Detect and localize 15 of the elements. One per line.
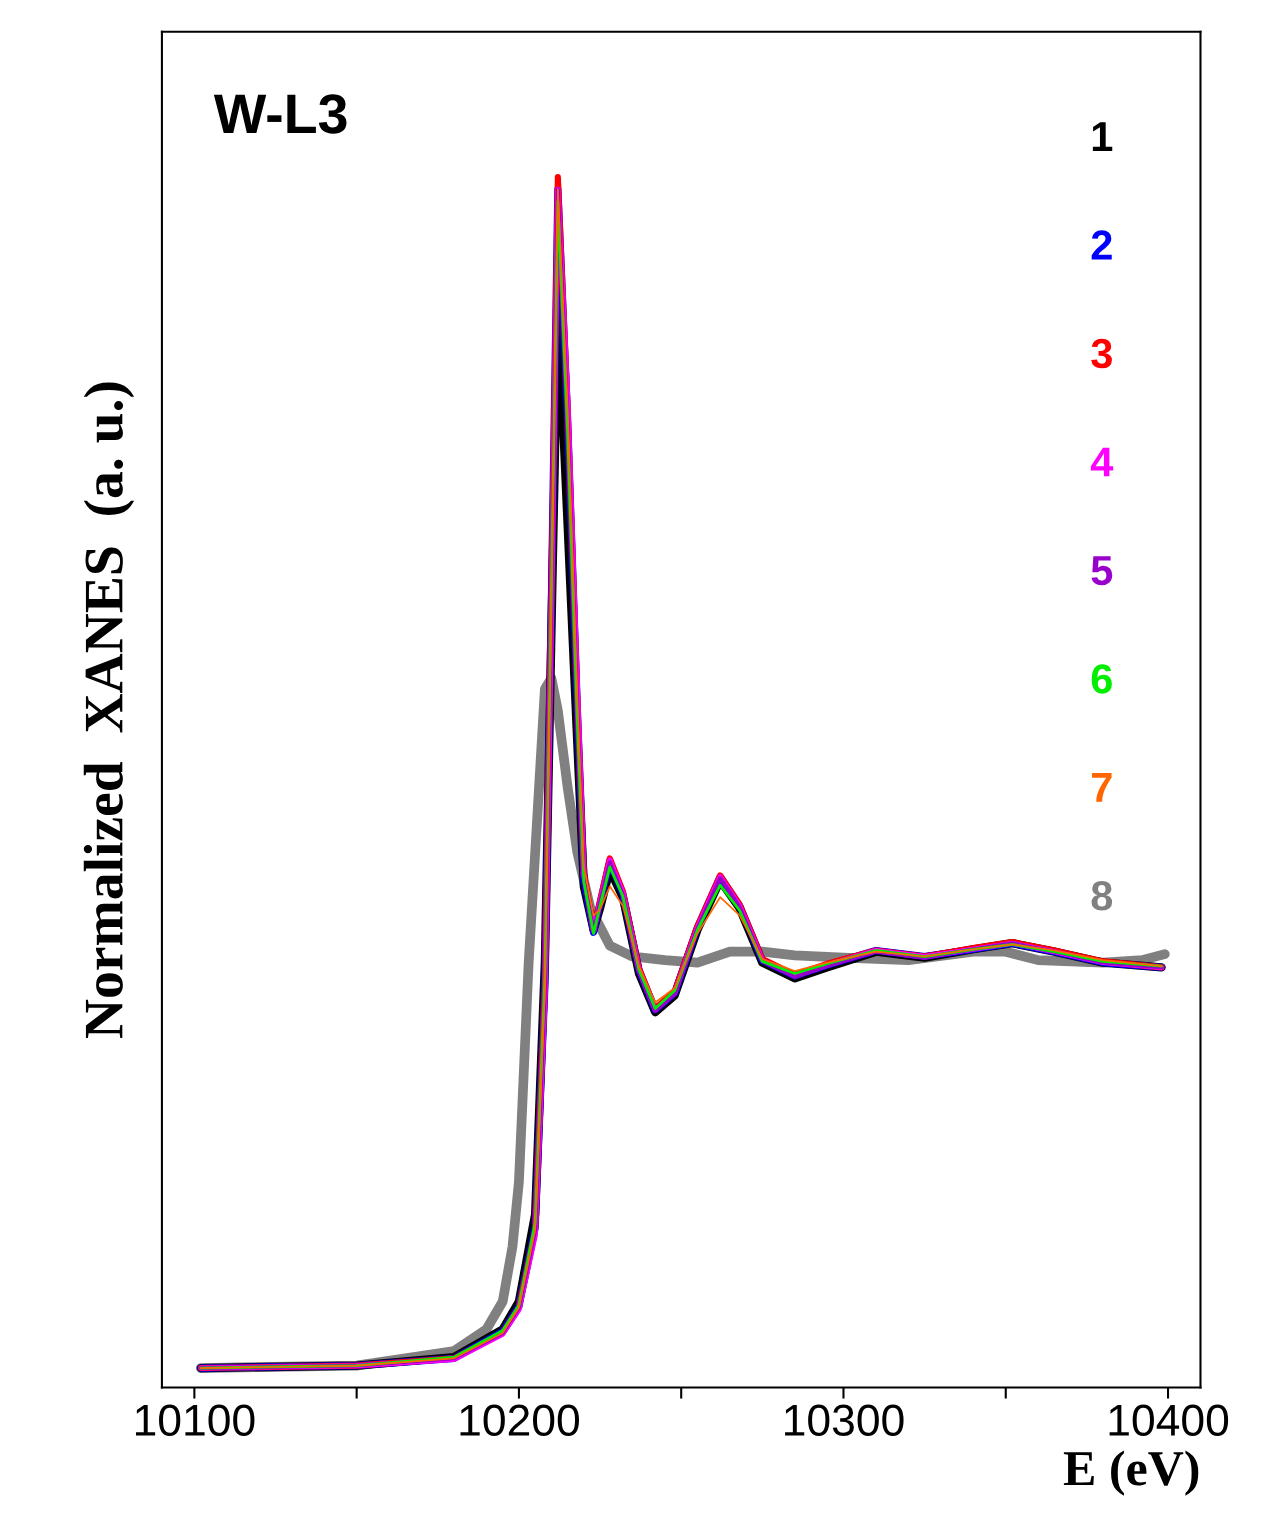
text: 7	[1092, 773, 1112, 802]
y-axis-title: Normalized XANES (a. u.)	[83, 382, 135, 1038]
x-tick-label: 10100	[135, 1404, 255, 1437]
x-tick-label: 10200	[460, 1404, 579, 1437]
text: 4	[1090, 447, 1114, 477]
text: 5	[1091, 556, 1113, 586]
text: 2	[1091, 230, 1112, 260]
text: 6	[1091, 664, 1112, 694]
text: 1	[1092, 122, 1113, 151]
chart-title: W-L3	[213, 94, 347, 134]
x-axis-title: E (eV)	[1063, 1450, 1199, 1496]
series-label: 8	[1091, 881, 1113, 911]
x-tick-label: 10400	[1109, 1404, 1229, 1437]
text: 3	[1091, 338, 1112, 369]
x-tick-label: 10300	[785, 1404, 904, 1437]
